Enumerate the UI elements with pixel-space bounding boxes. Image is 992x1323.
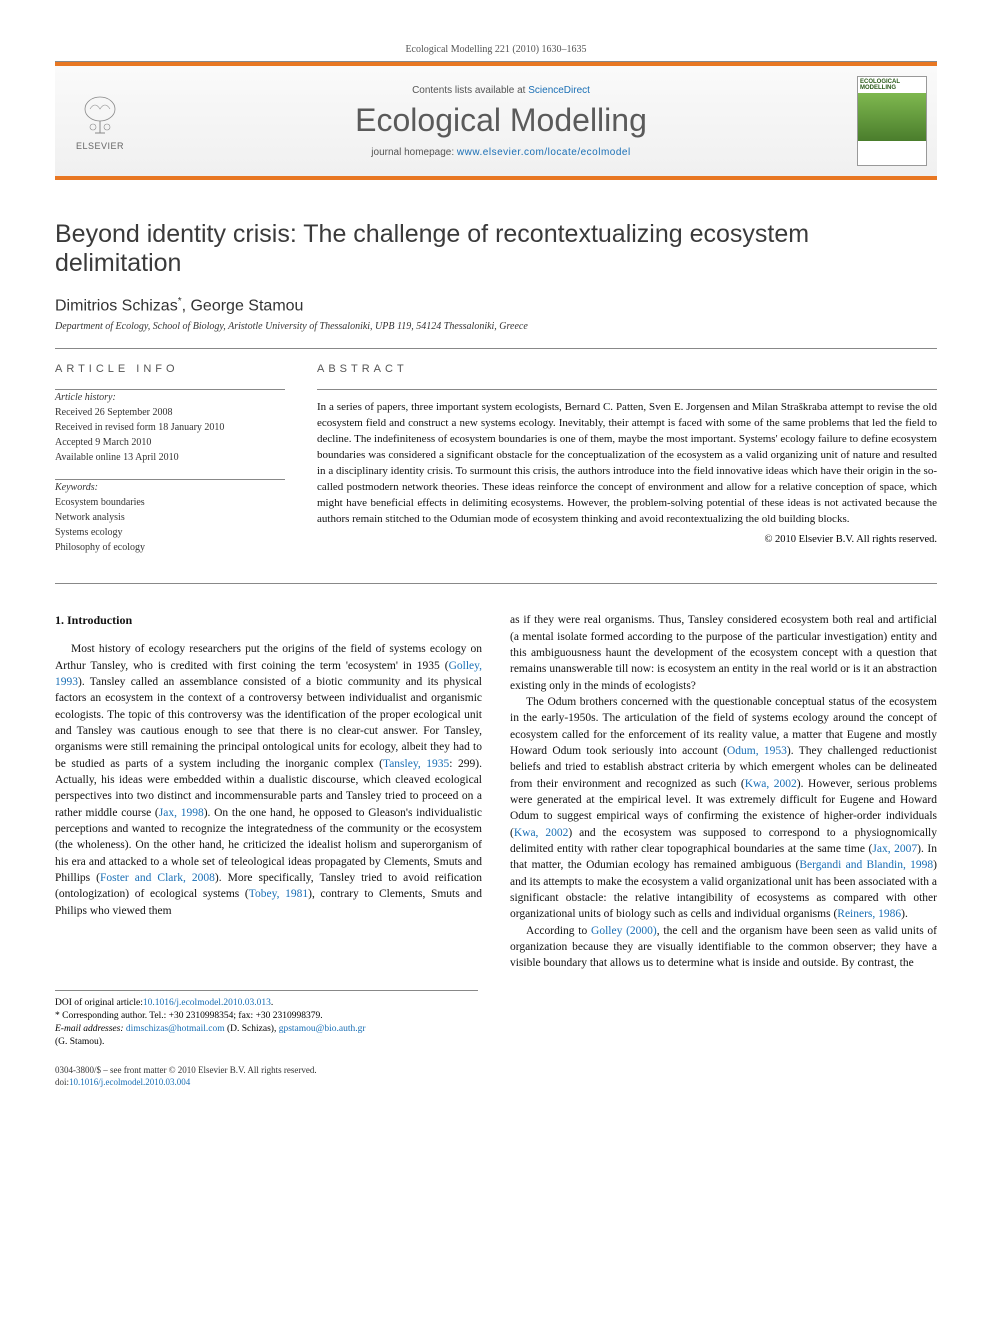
article-title: Beyond identity crisis: The challenge of…: [55, 220, 937, 278]
authors-line: Dimitrios Schizas*, George Stamou: [55, 296, 937, 315]
citation-link[interactable]: Jax, 1998: [159, 807, 204, 819]
contents-list-line: Contents lists available at ScienceDirec…: [145, 85, 857, 96]
doi-original-link[interactable]: 10.1016/j.ecolmodel.2010.03.013: [143, 998, 271, 1008]
citation-link[interactable]: Jax, 2007: [872, 843, 917, 855]
journal-name: Ecological Modelling: [145, 102, 857, 139]
journal-homepage-line: journal homepage: www.elsevier.com/locat…: [145, 147, 857, 158]
issn-line: 0304-3800/$ – see front matter © 2010 El…: [55, 1064, 937, 1077]
abstract-copyright: © 2010 Elsevier B.V. All rights reserved…: [317, 534, 937, 545]
author-1: Dimitrios Schizas: [55, 297, 178, 314]
email-who-1: (D. Schizas),: [225, 1024, 279, 1034]
email-link-1[interactable]: dimschizas@hotmail.com: [126, 1024, 225, 1034]
email-link-2[interactable]: gpstamou@bio.auth.gr: [279, 1024, 366, 1034]
keywords-block: Keywords: Ecosystem boundaries Network a…: [55, 480, 285, 555]
body-paragraph: The Odum brothers concerned with the que…: [510, 694, 937, 923]
body-column-right: as if they were real organisms. Thus, Ta…: [510, 612, 937, 971]
history-line: Accepted 9 March 2010: [55, 435, 285, 450]
body-columns: 1. Introduction Most history of ecology …: [55, 612, 937, 971]
doi-link[interactable]: 10.1016/j.ecolmodel.2010.03.004: [69, 1077, 190, 1087]
sciencedirect-link[interactable]: ScienceDirect: [528, 85, 590, 96]
history-line: Received 26 September 2008: [55, 405, 285, 420]
email-line: E-mail addresses: dimschizas@hotmail.com…: [55, 1023, 478, 1036]
footnotes: DOI of original article:10.1016/j.ecolmo…: [55, 990, 478, 1050]
history-label: Article history:: [55, 390, 285, 405]
section-heading-intro: 1. Introduction: [55, 612, 482, 629]
body-column-left: 1. Introduction Most history of ecology …: [55, 612, 482, 971]
citation-link[interactable]: Odum, 1953: [727, 745, 787, 757]
keyword: Philosophy of ecology: [55, 540, 285, 555]
article-history-block: Article history: Received 26 September 2…: [55, 390, 285, 465]
email-label: E-mail addresses:: [55, 1024, 124, 1034]
abstract-heading: abstract: [317, 363, 937, 375]
corresponding-author-line: * Corresponding author. Tel.: +30 231099…: [55, 1010, 478, 1023]
doi-original-label: DOI of original article:: [55, 998, 143, 1008]
info-abstract-row: article info Article history: Received 2…: [55, 363, 937, 569]
doi-original-line: DOI of original article:10.1016/j.ecolmo…: [55, 997, 478, 1010]
author-2: , George Stamou: [182, 297, 304, 314]
citation-link[interactable]: Tansley, 1935: [383, 758, 449, 770]
citation-link[interactable]: Bergandi and Blandin, 1998: [799, 859, 933, 871]
email-who-2: (G. Stamou).: [55, 1036, 478, 1049]
affiliation: Department of Ecology, School of Biology…: [55, 321, 937, 332]
keyword: Network analysis: [55, 510, 285, 525]
keyword: Systems ecology: [55, 525, 285, 540]
abstract-text: In a series of papers, three important s…: [317, 400, 937, 528]
elsevier-tree-icon: [75, 91, 125, 141]
citation-link[interactable]: Kwa, 2002: [514, 827, 569, 839]
footer-meta: 0304-3800/$ – see front matter © 2010 El…: [55, 1064, 937, 1089]
homepage-prefix: journal homepage:: [371, 147, 457, 158]
citation-link[interactable]: Reiners, 1986: [837, 908, 901, 920]
abstract-column: abstract In a series of papers, three im…: [317, 363, 937, 569]
body-paragraph: Most history of ecology researchers put …: [55, 641, 482, 919]
keywords-label: Keywords:: [55, 480, 285, 495]
homepage-link[interactable]: www.elsevier.com/locate/ecolmodel: [457, 147, 631, 158]
cover-image-placeholder: [858, 93, 926, 141]
article-info-column: article info Article history: Received 2…: [55, 363, 285, 569]
divider-bottom: [55, 583, 937, 584]
citation-link[interactable]: Kwa, 2002: [745, 778, 797, 790]
keyword: Ecosystem boundaries: [55, 495, 285, 510]
doi-line: doi:10.1016/j.ecolmodel.2010.03.004: [55, 1076, 937, 1089]
body-paragraph: as if they were real organisms. Thus, Ta…: [510, 612, 937, 694]
publisher-name: ELSEVIER: [55, 141, 145, 151]
citation-link[interactable]: Tobey, 1981: [249, 888, 308, 900]
body-paragraph: According to Golley (2000), the cell and…: [510, 923, 937, 972]
citation-link[interactable]: Foster and Clark, 2008: [100, 872, 215, 884]
contents-prefix: Contents lists available at: [412, 85, 528, 96]
history-line: Received in revised form 18 January 2010: [55, 420, 285, 435]
page-root: Ecological Modelling 221 (2010) 1630–163…: [0, 0, 992, 1129]
masthead: ELSEVIER Contents lists available at Sci…: [55, 62, 937, 180]
journal-cover-thumbnail[interactable]: ECOLOGICAL MODELLING: [857, 76, 927, 166]
publisher-logo[interactable]: ELSEVIER: [55, 91, 145, 151]
journal-reference: Ecological Modelling 221 (2010) 1630–163…: [55, 40, 937, 61]
citation-link[interactable]: Golley, 1993: [55, 660, 482, 688]
doi-prefix: doi:: [55, 1077, 69, 1087]
divider-top: [55, 348, 937, 349]
article-info-heading: article info: [55, 363, 285, 375]
masthead-center: Contents lists available at ScienceDirec…: [145, 85, 857, 158]
citation-link[interactable]: Golley (2000): [591, 925, 657, 937]
top-bar: Ecological Modelling 221 (2010) 1630–163…: [55, 40, 937, 62]
history-line: Available online 13 April 2010: [55, 450, 285, 465]
cover-label: ECOLOGICAL MODELLING: [858, 77, 926, 93]
abstract-divider: [317, 389, 937, 390]
